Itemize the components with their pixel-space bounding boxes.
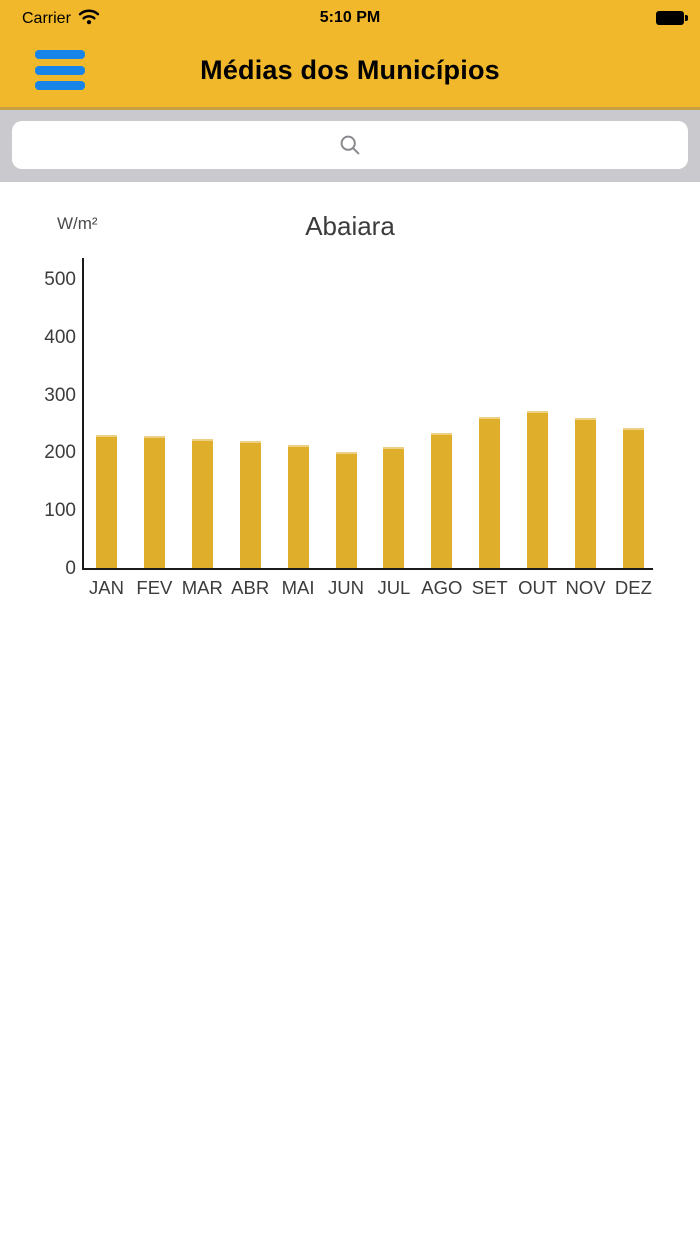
bar-out bbox=[527, 411, 549, 568]
y-axis-unit-label: W/m² bbox=[57, 214, 98, 233]
bar-fev bbox=[143, 436, 165, 568]
status-clock: 5:10 PM bbox=[319, 9, 381, 26]
bar-jul bbox=[383, 447, 405, 568]
page-title: Médias dos Municípios bbox=[200, 55, 500, 85]
search-bar-container bbox=[0, 110, 700, 182]
y-tick-label: 400 bbox=[44, 326, 76, 348]
x-axis-label: JUL bbox=[377, 577, 411, 598]
bar-jun bbox=[335, 452, 357, 568]
chart-title: Abaiara bbox=[305, 211, 395, 241]
y-tick-label: 500 bbox=[44, 269, 76, 290]
x-axis-label: AGO bbox=[421, 577, 463, 598]
x-axis-label: NOV bbox=[565, 577, 606, 598]
y-tick-label: 300 bbox=[44, 384, 76, 406]
x-axis-label: MAR bbox=[181, 577, 223, 598]
status-bar: Carrier 5:10 PM bbox=[0, 0, 700, 37]
bar-nov bbox=[575, 418, 596, 568]
header: Carrier 5:10 PM Méd bbox=[0, 0, 700, 110]
battery-icon bbox=[656, 11, 684, 25]
x-axis-label: MAI bbox=[281, 577, 315, 598]
hamburger-bar bbox=[35, 81, 85, 90]
x-axis-label: JAN bbox=[89, 577, 124, 598]
y-tick-label: 0 bbox=[65, 558, 76, 579]
y-tick-label: 100 bbox=[44, 500, 76, 522]
bar-dez bbox=[622, 428, 644, 568]
x-axis-label: DEZ bbox=[614, 577, 652, 598]
x-axis-label: ABR bbox=[231, 577, 270, 598]
bar-chart: W/m² Abaiara 0 100 200 300 400 500 JAN FEV MAR AB… bbox=[0, 200, 700, 630]
hamburger-menu-button[interactable] bbox=[35, 49, 85, 91]
search-input[interactable] bbox=[12, 121, 688, 169]
x-axis-line bbox=[82, 568, 653, 570]
x-axis-label: OUT bbox=[518, 577, 558, 598]
x-axis-label: FEV bbox=[136, 577, 173, 598]
wifi-icon bbox=[78, 8, 100, 30]
y-tick-label: 200 bbox=[44, 442, 76, 464]
bar-mai bbox=[287, 445, 309, 568]
bar-set bbox=[479, 417, 501, 568]
y-axis-line bbox=[82, 258, 84, 570]
bar-mar bbox=[191, 439, 213, 568]
status-right bbox=[656, 11, 688, 25]
bar-jan bbox=[96, 435, 117, 568]
hamburger-bar bbox=[35, 65, 85, 75]
battery-nub bbox=[685, 15, 688, 21]
hamburger-bar bbox=[35, 50, 85, 59]
x-axis-label: JUN bbox=[328, 577, 364, 598]
status-left: Carrier bbox=[22, 0, 100, 37]
nav-bar: Médias dos Municípios bbox=[0, 37, 700, 107]
carrier-label: Carrier bbox=[22, 9, 71, 27]
bar-abr bbox=[239, 441, 261, 568]
search-icon bbox=[339, 134, 361, 156]
x-axis-label: SET bbox=[471, 577, 508, 598]
bar-ago bbox=[431, 433, 453, 568]
